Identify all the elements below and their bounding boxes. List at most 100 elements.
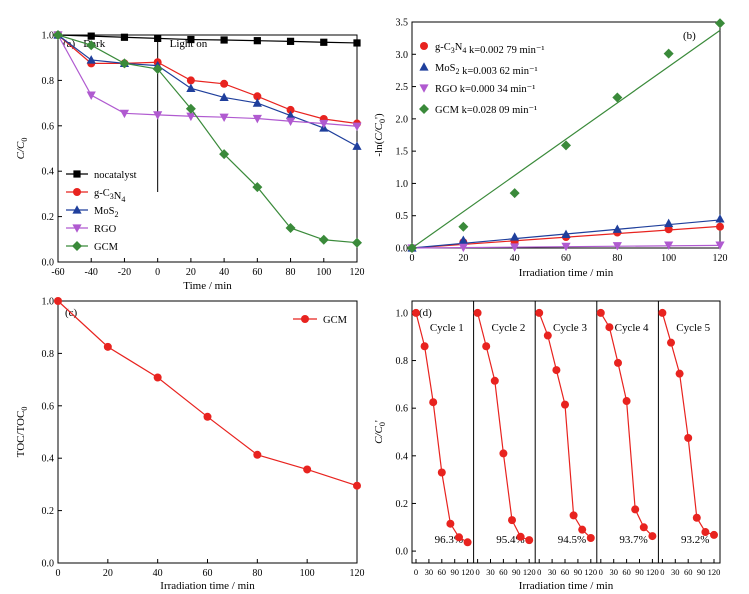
removal-label: 93.2% xyxy=(681,534,709,546)
panel-d: 0.0 0.2 0.4 0.6 0.8 1.0 (d) Irradiation time / … xyxy=(373,300,721,592)
legend-marker xyxy=(301,315,309,323)
legend-marker xyxy=(73,188,81,196)
x-tick-label: 40 xyxy=(510,253,520,264)
data-point-cycle xyxy=(446,519,455,528)
data-point-RGO xyxy=(458,243,468,253)
data-point-cycle xyxy=(508,516,516,525)
x-axis-label: Irradiation time / min xyxy=(519,267,614,279)
y-axis-label: C/C0' xyxy=(373,420,387,444)
data-point-cycle xyxy=(692,513,701,522)
data-point-cycle xyxy=(631,505,640,514)
data-point-RGO xyxy=(612,242,622,251)
data-point-GCM xyxy=(252,182,263,193)
data-point-cycle xyxy=(412,308,420,317)
data-point-MoS2 xyxy=(285,110,296,120)
x-tick-label: 90 xyxy=(697,567,706,577)
y-tick-label: 1.0 xyxy=(42,297,55,308)
x-tick-label: 90 xyxy=(450,567,459,577)
y-tick-label: 0.8 xyxy=(396,356,409,367)
data-point-RGO xyxy=(186,112,196,122)
data-point-MoS2 xyxy=(458,235,468,244)
y-tick-label: 0.4 xyxy=(42,454,55,465)
y-tick-label: 0.0 xyxy=(396,244,409,255)
data-point-MoS2 xyxy=(612,224,622,233)
x-tick-label: 100 xyxy=(316,267,331,278)
data-point-GCM xyxy=(509,188,520,199)
data-point-GCM xyxy=(407,243,417,253)
y-tick-label: 2.5 xyxy=(396,82,409,93)
data-point-nocatalyst xyxy=(220,36,228,44)
y-tick-label: 1.0 xyxy=(396,308,409,319)
data-point-RGO xyxy=(219,113,229,122)
panel-b: 0 20 40 60 80 100 120 0.0 0.5 1.0 1.5 2.0 2.5 3.0 3.5 (… xyxy=(373,18,728,280)
data-point-GCM xyxy=(458,221,469,232)
x-tick-label: 60 xyxy=(622,567,631,577)
x-tick-label: 100 xyxy=(661,253,676,264)
legend-label: MoS2 k=0.003 62 min⁻¹ xyxy=(435,63,538,77)
y-tick-label: 0.6 xyxy=(396,404,409,415)
data-point-cycle xyxy=(525,536,534,545)
x-axis-label: Irradiation time / min xyxy=(519,580,614,592)
data-point-MoS2 xyxy=(510,232,520,241)
y-tick-label: 0.8 xyxy=(42,349,55,360)
data-point-nocatalyst xyxy=(253,37,261,45)
data-point-GCM xyxy=(203,412,212,421)
series-line-RGO xyxy=(57,34,358,127)
data-point-cycle xyxy=(463,538,472,547)
x-tick-label: 120 xyxy=(708,567,721,577)
plot-frame xyxy=(57,300,358,564)
data-point-cycle xyxy=(596,308,605,317)
x-tick-label: 20 xyxy=(458,253,468,264)
legend-label: g-C3N4 xyxy=(94,188,125,204)
data-point-GCM xyxy=(285,222,296,233)
data-point-RGO xyxy=(664,241,674,250)
data-point-cycle xyxy=(569,511,578,520)
data-point-cycle xyxy=(605,323,614,332)
data-point-cycle xyxy=(667,338,675,347)
data-point-RGO xyxy=(510,243,520,252)
data-point-g-C3N4 xyxy=(716,222,724,231)
legend-label: GCM xyxy=(94,242,119,253)
data-point-GCM xyxy=(318,234,329,245)
data-point-RGO xyxy=(252,114,262,124)
x-tick-label: 30 xyxy=(548,567,557,577)
data-point-cycle xyxy=(614,358,622,367)
y-axis-label: TOC/TOC0 xyxy=(15,407,29,458)
data-point-cycle xyxy=(473,308,482,317)
data-point-GCM xyxy=(103,342,112,351)
data-point-cycle xyxy=(561,400,569,409)
x-tick-label: 30 xyxy=(671,567,680,577)
x-tick-label: 60 xyxy=(561,567,570,577)
data-point-cycle xyxy=(490,376,499,385)
data-point-MoS2 xyxy=(715,214,725,223)
data-point-GCM xyxy=(715,18,725,29)
data-point-GCM xyxy=(185,103,196,114)
x-tick-label: 120 xyxy=(350,568,365,579)
x-tick-label: 60 xyxy=(203,568,213,579)
y-tick-label: 0.0 xyxy=(42,258,55,269)
cycle-label: Cycle 5 xyxy=(676,322,710,334)
data-point-cycle xyxy=(648,532,657,541)
data-point-cycle xyxy=(455,533,463,542)
data-point-RGO xyxy=(119,109,130,119)
data-point-g-C3N4 xyxy=(664,225,673,234)
data-point-cycle xyxy=(675,369,684,378)
x-tick-label: 0 xyxy=(56,568,61,579)
data-point-cycle xyxy=(684,433,693,442)
data-point-cycle xyxy=(482,342,491,351)
y-tick-label: 3.0 xyxy=(396,50,409,61)
y-tick-label: 0.8 xyxy=(42,76,55,87)
panel-label: (d) xyxy=(419,307,432,319)
data-point-GCM xyxy=(353,481,361,490)
data-point-MoS2 xyxy=(561,229,571,239)
data-point-RGO xyxy=(153,111,163,120)
y-tick-label: 0.2 xyxy=(396,499,409,510)
y-tick-label: 1.0 xyxy=(396,179,409,190)
y-tick-label: 0.4 xyxy=(396,451,409,462)
data-point-cycle xyxy=(658,308,667,317)
x-tick-label: 60 xyxy=(438,567,447,577)
data-point-nocatalyst xyxy=(154,34,162,43)
x-tick-label: 0 xyxy=(599,567,603,577)
data-point-MoS2 xyxy=(186,83,196,92)
